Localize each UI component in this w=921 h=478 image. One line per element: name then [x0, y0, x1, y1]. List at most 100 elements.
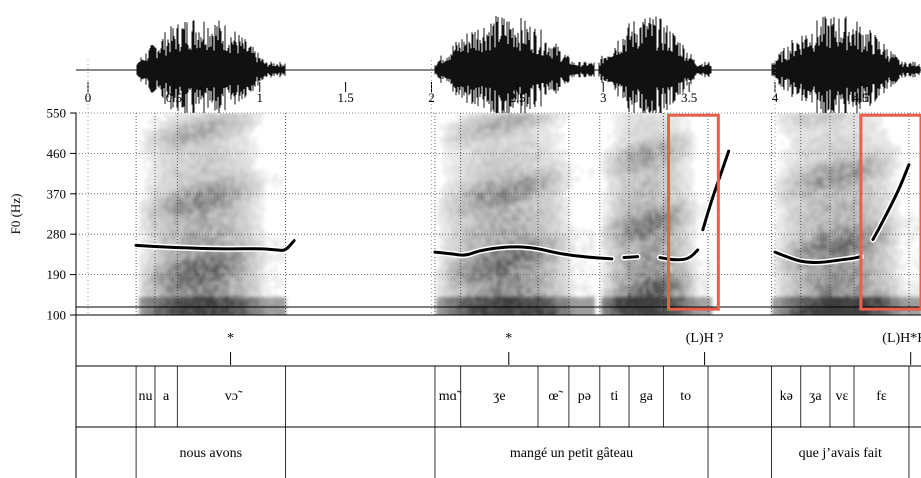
spectrogram-cell — [517, 197, 520, 201]
spectrogram-cell — [493, 197, 496, 201]
spectrogram-cell — [259, 173, 262, 177]
spectrogram-cell — [562, 261, 565, 265]
spectrogram-cell — [169, 181, 172, 185]
spectrogram-cell — [472, 277, 475, 281]
spectrogram-cell — [238, 241, 241, 245]
spectrogram-cell — [217, 157, 220, 161]
spectrogram-cell — [241, 177, 244, 181]
spectrogram-cell — [265, 289, 268, 293]
spectrogram-cell — [274, 257, 277, 261]
spectrogram-cell — [508, 141, 511, 145]
spectrogram-cell — [619, 133, 622, 137]
spectrogram-cell — [604, 221, 607, 225]
spectrogram-cell — [604, 193, 607, 197]
spectrogram-cell — [538, 121, 541, 125]
spectrogram-cell — [499, 165, 502, 169]
spectrogram-cell — [616, 129, 619, 133]
spectrogram-cell — [625, 241, 628, 245]
spectrogram-cell — [163, 253, 166, 257]
spectrogram-cell — [184, 265, 187, 269]
spectrogram-cell — [538, 217, 541, 221]
spectrogram-cell — [463, 133, 466, 137]
spectrogram-cell — [166, 225, 169, 229]
spectrogram-cell — [184, 221, 187, 225]
spectrogram-cell — [478, 245, 481, 249]
spectrogram-cell — [442, 285, 445, 289]
spectrogram-cell — [601, 253, 604, 257]
spectrogram-cell — [196, 145, 199, 149]
spectrogram-cell — [214, 145, 217, 149]
spectrogram-cell — [544, 181, 547, 185]
spectrogram-cell — [154, 137, 157, 141]
spectrogram-cell — [496, 169, 499, 173]
spectrogram-cell — [190, 257, 193, 261]
spectrogram-cell — [181, 277, 184, 281]
spectrogram-cell — [601, 249, 604, 253]
spectrogram-cell — [466, 261, 469, 265]
spectrogram-cell — [250, 293, 253, 297]
spectrogram-cell — [199, 153, 202, 157]
spectrogram-cell — [157, 297, 160, 301]
spectrogram-cell — [238, 205, 241, 209]
spectrogram-cell — [199, 177, 202, 181]
spectrogram-cell — [454, 257, 457, 261]
spectrogram-cell — [259, 197, 262, 201]
spectrogram-cell — [511, 189, 514, 193]
spectrogram-cell — [184, 165, 187, 169]
spectrogram-cell — [196, 221, 199, 225]
spectrogram-cell — [142, 289, 145, 293]
spectrogram-cell — [217, 197, 220, 201]
spectrogram-cell — [628, 229, 631, 233]
spectrogram-cell — [199, 233, 202, 237]
spectrogram-cell — [262, 293, 265, 297]
spectrogram-cell — [448, 213, 451, 217]
spectrogram-cell — [169, 161, 172, 165]
spectrogram-cell — [445, 201, 448, 205]
spectrogram-cell — [625, 197, 628, 201]
spectrogram-cell — [619, 129, 622, 133]
spectrogram-cell — [469, 257, 472, 261]
spectrogram-cell — [160, 269, 163, 273]
spectrogram-cell — [205, 225, 208, 229]
spectrogram-cell — [577, 301, 580, 305]
spectrogram-cell — [250, 301, 253, 305]
spectrogram-cell — [247, 237, 250, 241]
spectrogram-cell — [148, 197, 151, 201]
spectrogram-cell — [139, 293, 142, 297]
spectrogram-cell — [529, 161, 532, 165]
spectrogram-cell — [175, 133, 178, 137]
spectrogram-cell — [625, 313, 628, 315]
spectrogram-cell — [625, 273, 628, 277]
spectrogram-cell — [532, 261, 535, 265]
spectrogram-cell — [475, 233, 478, 237]
spectrogram-cell — [139, 225, 142, 229]
spectrogram-cell — [235, 133, 238, 137]
spectrogram-cell — [469, 161, 472, 165]
spectrogram-cell — [214, 133, 217, 137]
spectrogram-cell — [517, 237, 520, 241]
spectrogram-cell — [232, 137, 235, 141]
spectrogram-cell — [499, 205, 502, 209]
spectrogram-cell — [247, 213, 250, 217]
spectrogram-cell — [610, 233, 613, 237]
spectrogram-cell — [166, 229, 169, 233]
spectrogram-cell — [505, 157, 508, 161]
spectrogram-cell — [448, 145, 451, 149]
spectrogram-cell — [454, 221, 457, 225]
spectrogram-cell — [616, 141, 619, 145]
spectrogram-cell — [256, 197, 259, 201]
spectrogram-cell — [508, 229, 511, 233]
spectrogram-cell — [460, 301, 463, 305]
spectrogram-cell — [220, 293, 223, 297]
spectrogram-cell — [211, 121, 214, 125]
spectrogram-cell — [511, 261, 514, 265]
spectrogram-cell — [217, 229, 220, 233]
spectrogram-cell — [208, 145, 211, 149]
spectrogram-cell — [247, 161, 250, 165]
spectrogram-cell — [181, 273, 184, 277]
spectrogram-cell — [235, 193, 238, 197]
spectrogram-cell — [145, 145, 148, 149]
spectrogram-cell — [205, 137, 208, 141]
spectrogram-cell — [226, 173, 229, 177]
spectrogram-cell — [247, 261, 250, 265]
